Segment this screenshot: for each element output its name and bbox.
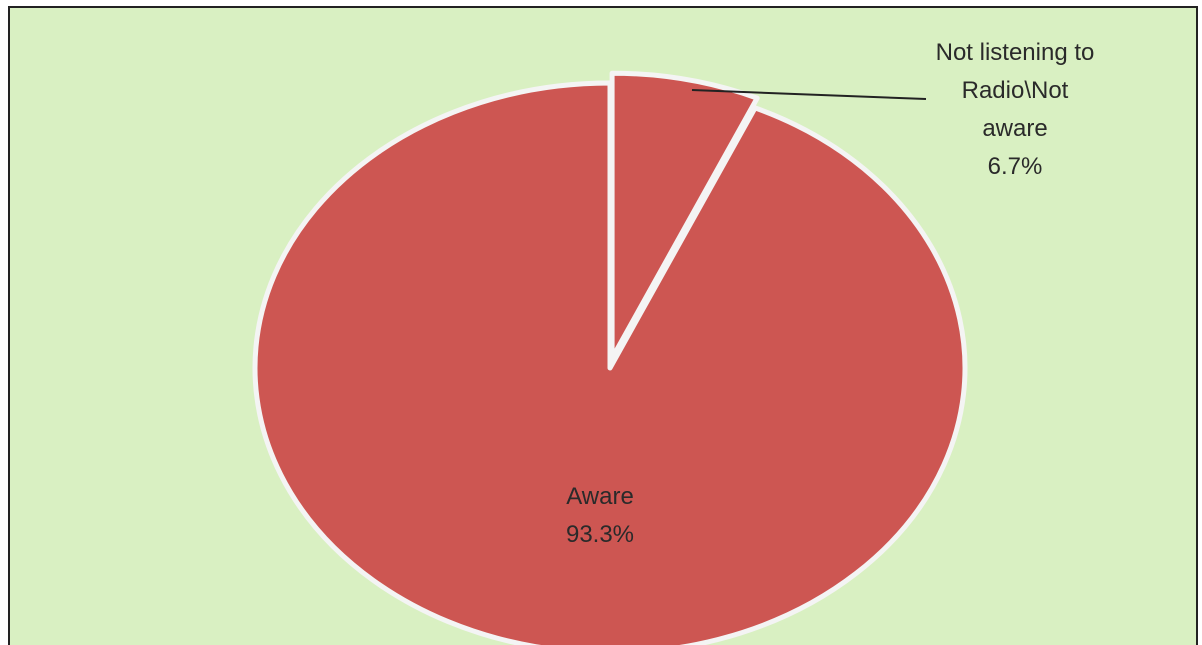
pie-slice [609,70,760,361]
slice-label: Aware 93.3% [490,478,710,554]
chart [252,70,968,645]
chart-area: Not listening to Radio\Not aware 6.7% Aw… [8,6,1198,645]
category-label: Aware [566,483,634,510]
slice-label: Not listening to Radio\Not aware 6.7% [930,34,1100,186]
value-label: 93.3% [565,521,635,548]
category-label: Not listening to Radio\Not aware [935,39,1095,142]
value-label: 6.7% [987,153,1043,180]
pie-slice [252,80,968,645]
leader-line [691,89,927,100]
